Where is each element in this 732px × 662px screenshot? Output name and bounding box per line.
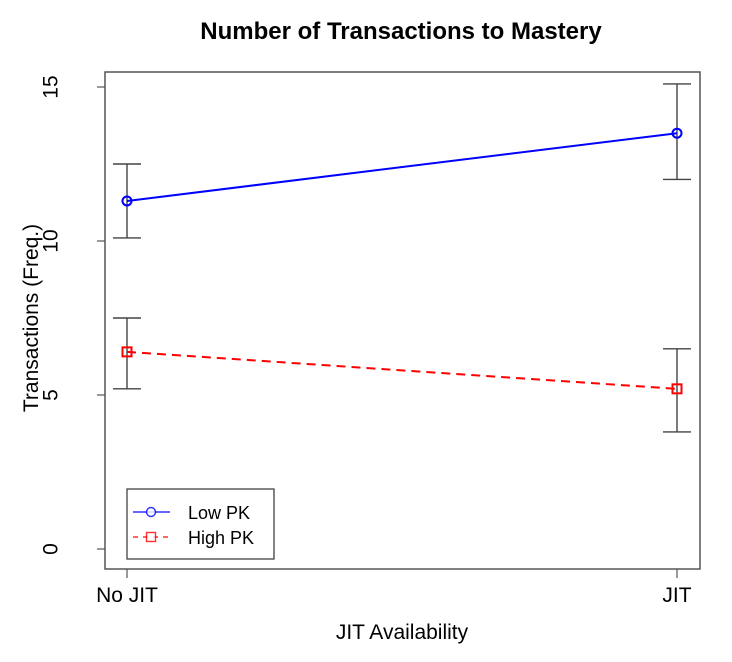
legend: Low PK High PK	[126, 488, 275, 560]
circle-marker	[121, 195, 133, 207]
legend-frame	[126, 488, 275, 560]
circle-marker	[671, 127, 683, 139]
series-line	[126, 132, 678, 202]
series-line	[126, 350, 678, 390]
square-marker	[121, 346, 133, 358]
plot-frame	[104, 71, 701, 570]
series-low-pk	[113, 83, 691, 239]
legend-square-icon	[145, 531, 157, 543]
legend-label: Low PK	[188, 503, 250, 523]
y-tick-label: 5	[40, 389, 63, 401]
x-axis-label: JIT Availability	[335, 621, 469, 644]
legend-circle-icon	[145, 506, 157, 518]
y-tick-label: 0	[40, 543, 63, 555]
chart-title: Number of Transactions to Mastery	[200, 18, 602, 45]
x-tick-label: JIT	[662, 584, 691, 607]
square-marker	[671, 383, 683, 395]
legend-label: High PK	[188, 528, 254, 548]
x-tick-label: No JIT	[96, 584, 158, 607]
series-high-pk	[113, 317, 691, 433]
y-tick-label: 15	[40, 75, 63, 98]
y-tick-label: 10	[40, 229, 63, 252]
